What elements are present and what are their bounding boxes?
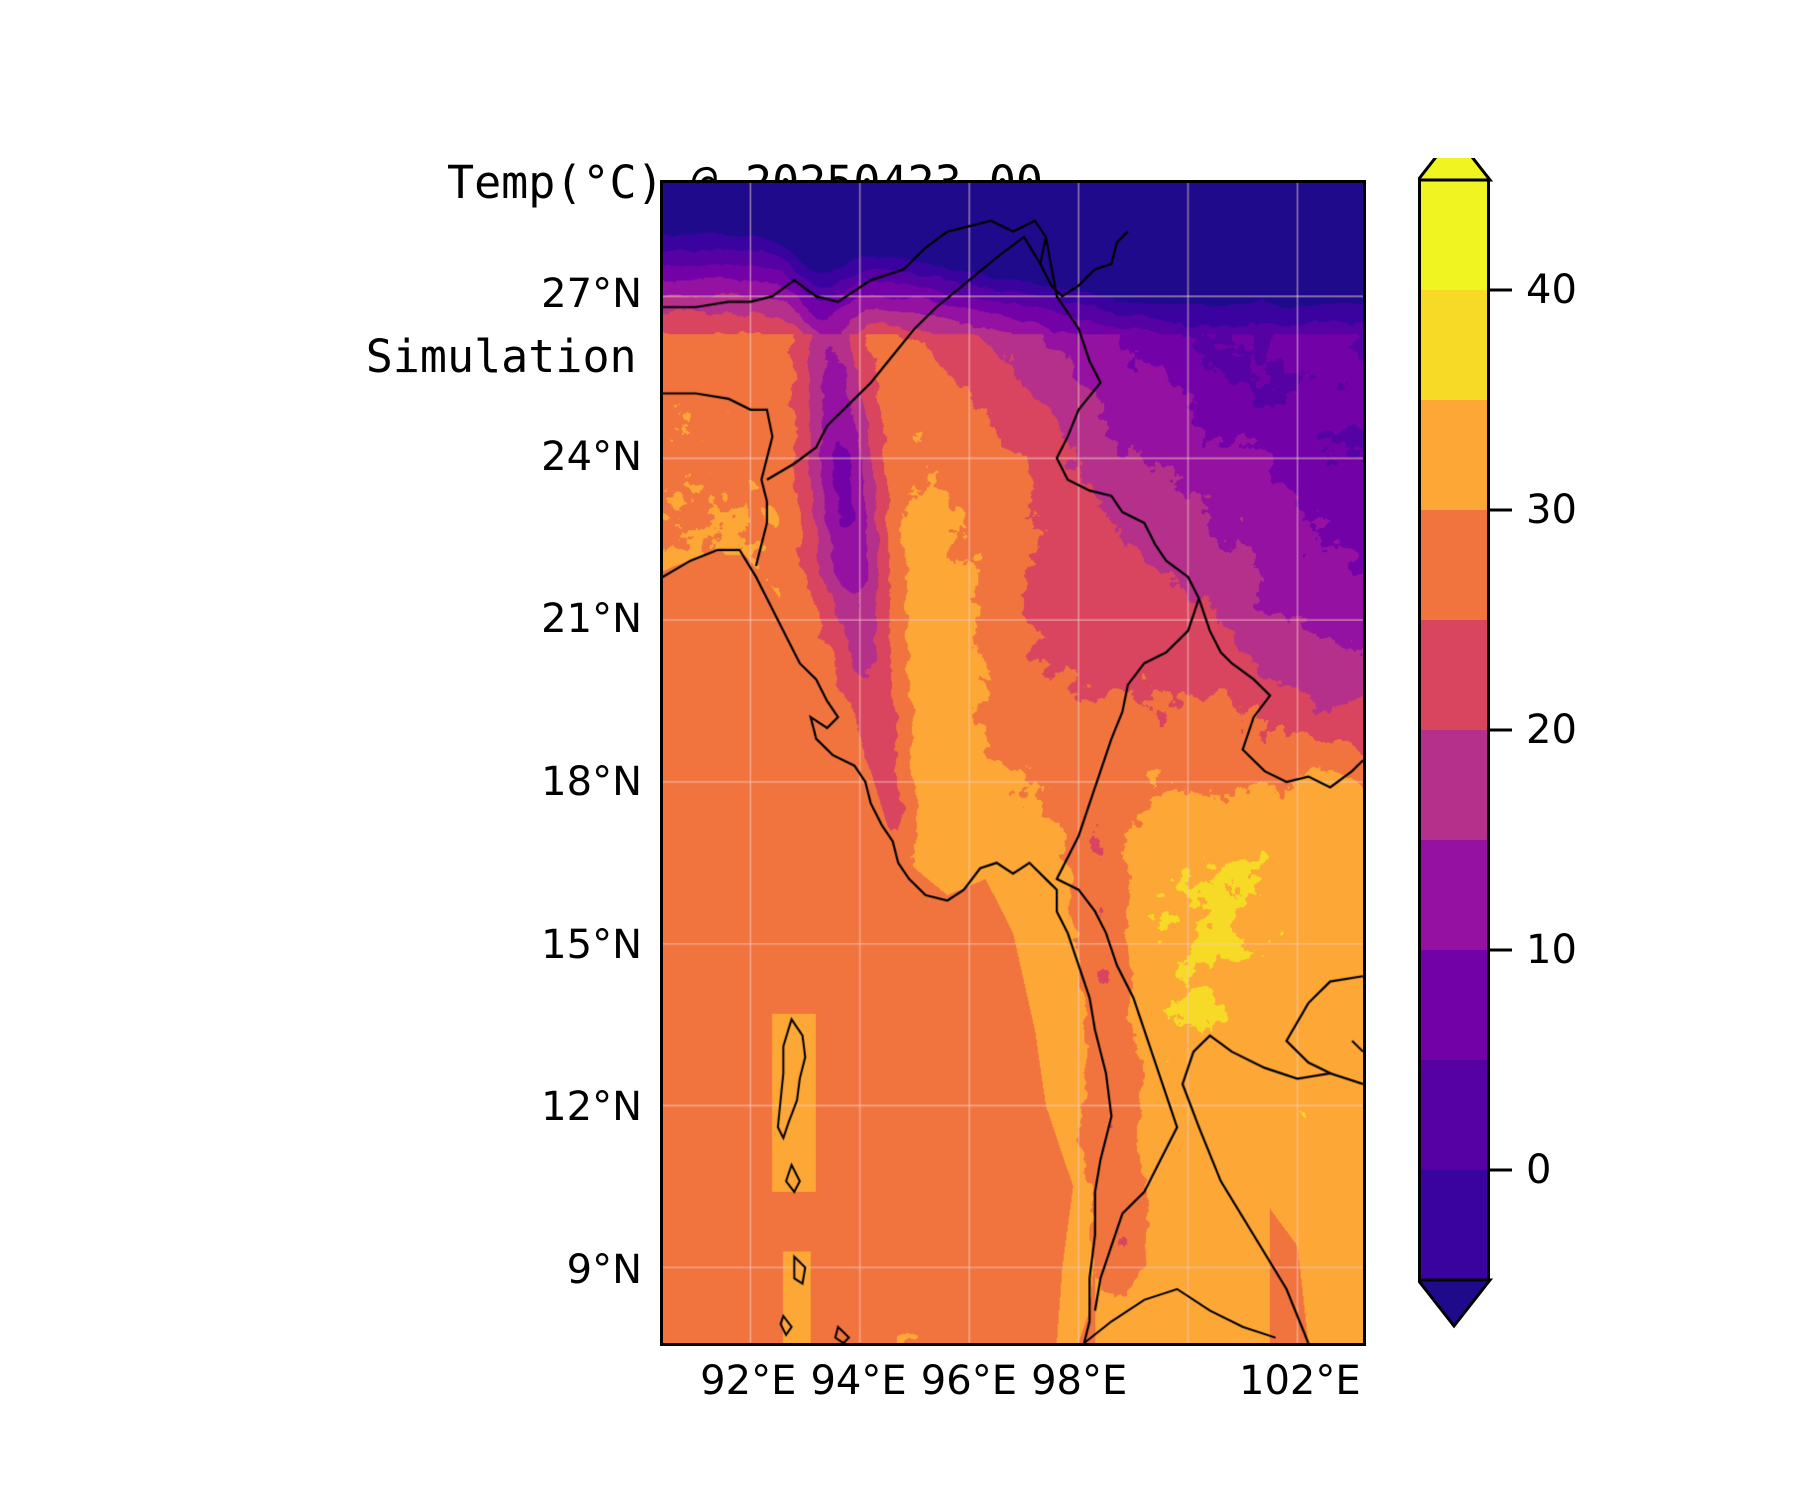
latitude-tick-12: 12°N — [541, 1084, 642, 1131]
colorbar-label-10: 10 — [1526, 927, 1577, 973]
latitude-tick-21: 21°N — [541, 596, 642, 643]
colorbar-band-20-25 — [1418, 620, 1490, 730]
longitude-tick-98: 98°E — [1031, 1358, 1128, 1404]
longitude-tick-94: 94°E — [810, 1358, 907, 1404]
colorbar[interactable]: 40 30 20 10 0 — [1418, 158, 1718, 1338]
latitude-tick-24: 24°N — [541, 433, 642, 480]
colorbar-tickmark-0 — [1490, 1168, 1512, 1172]
colorbar-band-0-5 — [1418, 1060, 1490, 1170]
colorbar-tickmark-20 — [1490, 728, 1512, 732]
latitude-tick-27: 27°N — [541, 270, 642, 317]
colorbar-gradient — [1418, 180, 1490, 1280]
colorbar-tickmark-40 — [1490, 288, 1512, 292]
latitude-tick-18: 18°N — [541, 758, 642, 805]
map-axes[interactable] — [660, 180, 1366, 1346]
temperature-contour-map — [663, 183, 1363, 1343]
colorbar-band-15-20 — [1418, 730, 1490, 840]
colorbar-label-40: 40 — [1526, 267, 1577, 313]
longitude-tick-102: 102°E — [1239, 1358, 1361, 1404]
colorbar-label-20: 20 — [1526, 707, 1577, 753]
colorbar-tickmark-30 — [1490, 508, 1512, 512]
colorbar-band-25-30 — [1418, 510, 1490, 620]
longitude-tick-96: 96°E — [920, 1358, 1017, 1404]
colorbar-tickmark-10 — [1490, 948, 1512, 952]
colorbar-label-0: 0 — [1526, 1147, 1552, 1193]
latitude-tick-9: 9°N — [566, 1247, 642, 1294]
colorbar-band-30-35 — [1418, 400, 1490, 510]
latitude-tick-15: 15°N — [541, 921, 642, 968]
colorbar-band--5-0 — [1418, 1170, 1490, 1280]
colorbar-band-35-40 — [1418, 290, 1490, 400]
colorbar-label-30: 30 — [1526, 487, 1577, 533]
colorbar-band-10-15 — [1418, 840, 1490, 950]
colorbar-band-40-45 — [1418, 180, 1490, 290]
longitude-tick-92: 92°E — [700, 1358, 797, 1404]
colorbar-band-5-10 — [1418, 950, 1490, 1060]
